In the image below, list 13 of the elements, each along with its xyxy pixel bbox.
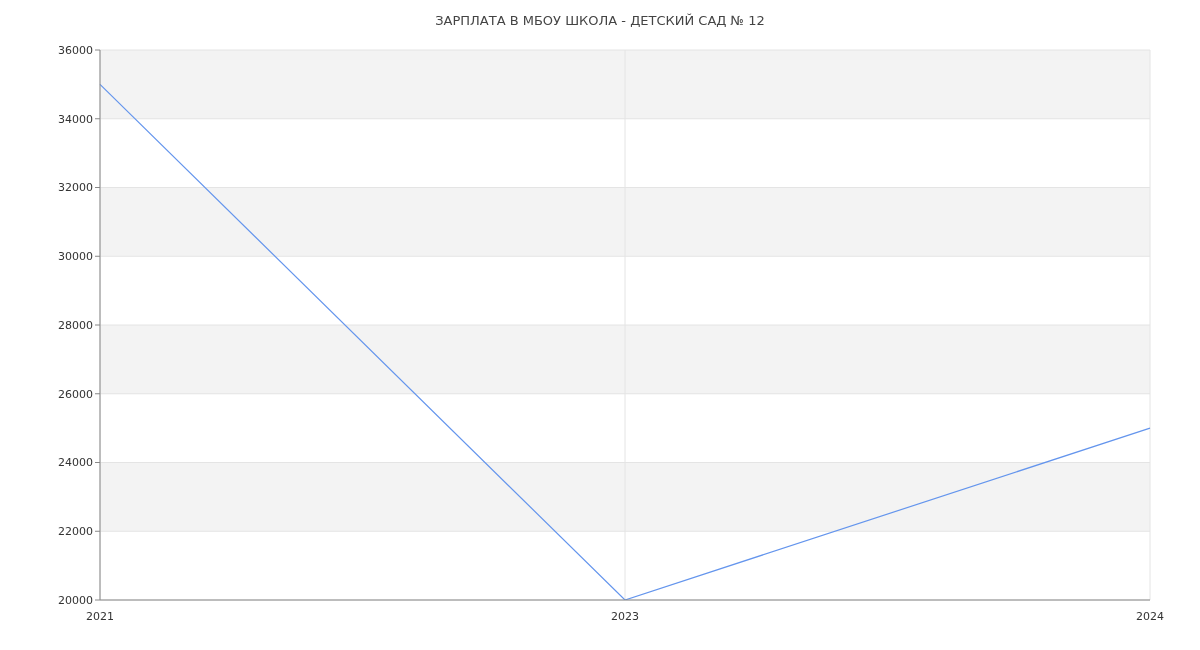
y-tick-label: 30000 [58,250,93,264]
y-tick-label: 32000 [58,181,93,195]
y-tick-label: 22000 [58,525,93,539]
chart-title: ЗАРПЛАТА В МБОУ ШКОЛА - ДЕТСКИЙ САД № 12 [434,13,766,28]
y-tick-label: 24000 [58,456,93,470]
y-tick-label: 26000 [58,387,93,401]
x-tick-label: 2024 [1136,609,1164,623]
x-tick-label: 2023 [611,609,639,623]
y-tick-label: 28000 [58,318,93,332]
y-tick-label: 34000 [58,112,93,126]
y-tick-label: 20000 [58,593,93,607]
x-tick-label: 2021 [86,609,114,623]
y-tick-label: 36000 [58,43,93,57]
